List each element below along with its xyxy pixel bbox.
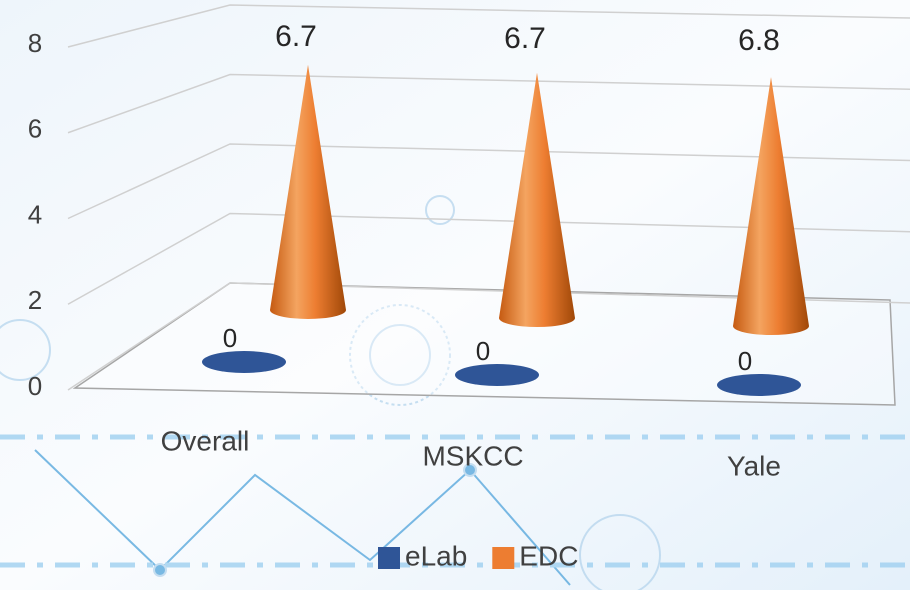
grid-line (67, 212, 910, 305)
y-tick-label: 6 (28, 114, 42, 144)
x-tick-label: Overall (161, 425, 250, 456)
grid-line (67, 73, 910, 134)
plot-area: 0 2 4 6 8 6.7 0 Overall 6.7 0 MSKCC 6.8 0 Yale eLab EDC (28, 4, 910, 571)
x-tick-label: MSKCC (422, 440, 523, 471)
data-label: 0 (223, 323, 237, 353)
data-label: 0 (476, 336, 490, 366)
legend-swatch (492, 547, 515, 569)
y-tick-label: 4 (28, 199, 42, 229)
data-label: 6.7 (504, 22, 546, 55)
x-tick-label: Yale (727, 450, 781, 481)
y-tick-label: 0 (28, 371, 42, 401)
cone (733, 77, 809, 336)
y-tick-label: 2 (28, 285, 42, 315)
decoration (0, 195, 910, 590)
data-label: 6.8 (738, 24, 780, 57)
cone (270, 64, 346, 319)
grid-line (67, 282, 910, 391)
grid-line (67, 4, 910, 48)
disc (202, 351, 286, 373)
data-label: 0 (738, 346, 752, 376)
legend-label: EDC (519, 540, 578, 571)
data-label: 6.7 (275, 20, 317, 53)
cone (499, 72, 575, 327)
grid-line (67, 143, 910, 220)
legend-swatch (378, 547, 400, 569)
disc (717, 374, 801, 396)
legend-label: eLab (405, 540, 467, 571)
disc (455, 364, 539, 386)
y-tick-label: 8 (28, 28, 42, 58)
